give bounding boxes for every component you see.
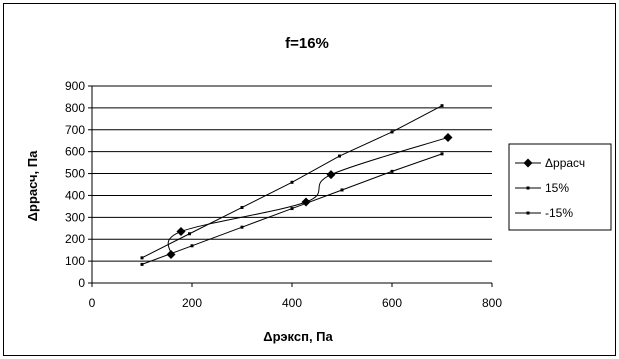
y-tick-label: 800 <box>65 101 85 115</box>
series <box>140 104 453 266</box>
y-tick-label: 300 <box>65 210 85 224</box>
y-tick-label: 200 <box>65 232 85 246</box>
series-2 <box>140 152 444 266</box>
data-point <box>240 225 244 229</box>
data-point <box>190 244 194 248</box>
y-tick-label: 100 <box>65 254 85 268</box>
legend-label: -15% <box>545 206 573 220</box>
data-point <box>338 154 341 158</box>
data-point <box>176 227 186 237</box>
x-tick-label: 200 <box>182 296 202 310</box>
x-tick-label: 600 <box>382 296 402 310</box>
y-tick-label: 0 <box>78 276 85 290</box>
legend-label: Δррасч <box>545 156 585 170</box>
series-line <box>167 136 449 255</box>
data-point <box>390 130 394 134</box>
data-point <box>390 169 394 173</box>
data-point <box>290 180 294 184</box>
y-tick-label: 400 <box>65 188 85 202</box>
data-point <box>326 170 336 180</box>
data-point <box>240 205 244 209</box>
gridlines <box>92 85 492 262</box>
data-point <box>140 256 144 260</box>
series-0 <box>166 132 453 260</box>
legend-swatch-marker <box>526 211 530 215</box>
data-point <box>188 232 191 236</box>
legend-label: 15% <box>545 181 569 195</box>
y-axis-title: Δррасч, Па <box>25 150 40 221</box>
chart-frame: f=16% 0 100 200 300 400 500 600 700 800 900 0 200 40… <box>3 3 616 356</box>
legend: Δррасч 15% -15% <box>508 143 612 231</box>
x-tick-label: 400 <box>282 296 302 310</box>
data-point <box>440 152 444 156</box>
x-tick-label: 800 <box>482 296 502 310</box>
data-point <box>443 132 453 142</box>
legend-swatch-marker <box>523 158 533 168</box>
line-chart: f=16% 0 100 200 300 400 500 600 700 800 900 0 200 40… <box>25 35 612 344</box>
legend-box <box>508 143 612 231</box>
chart-title: f=16% <box>285 35 329 52</box>
data-point <box>340 188 344 192</box>
y-tick-label: 600 <box>65 145 85 159</box>
data-point <box>140 262 144 266</box>
data-point <box>290 207 294 211</box>
y-tick-label: 700 <box>65 123 85 137</box>
x-tick-label: 0 <box>89 296 96 310</box>
axes: 0 100 200 300 400 500 600 700 800 900 0 200 400 600 80… <box>65 79 502 310</box>
y-tick-label: 500 <box>65 167 85 181</box>
legend-swatch-marker <box>526 186 530 190</box>
x-axis-title: Δрэксп, Па <box>263 329 333 344</box>
data-point <box>440 104 444 108</box>
series-1 <box>140 104 444 260</box>
y-tick-label: 900 <box>65 79 85 93</box>
